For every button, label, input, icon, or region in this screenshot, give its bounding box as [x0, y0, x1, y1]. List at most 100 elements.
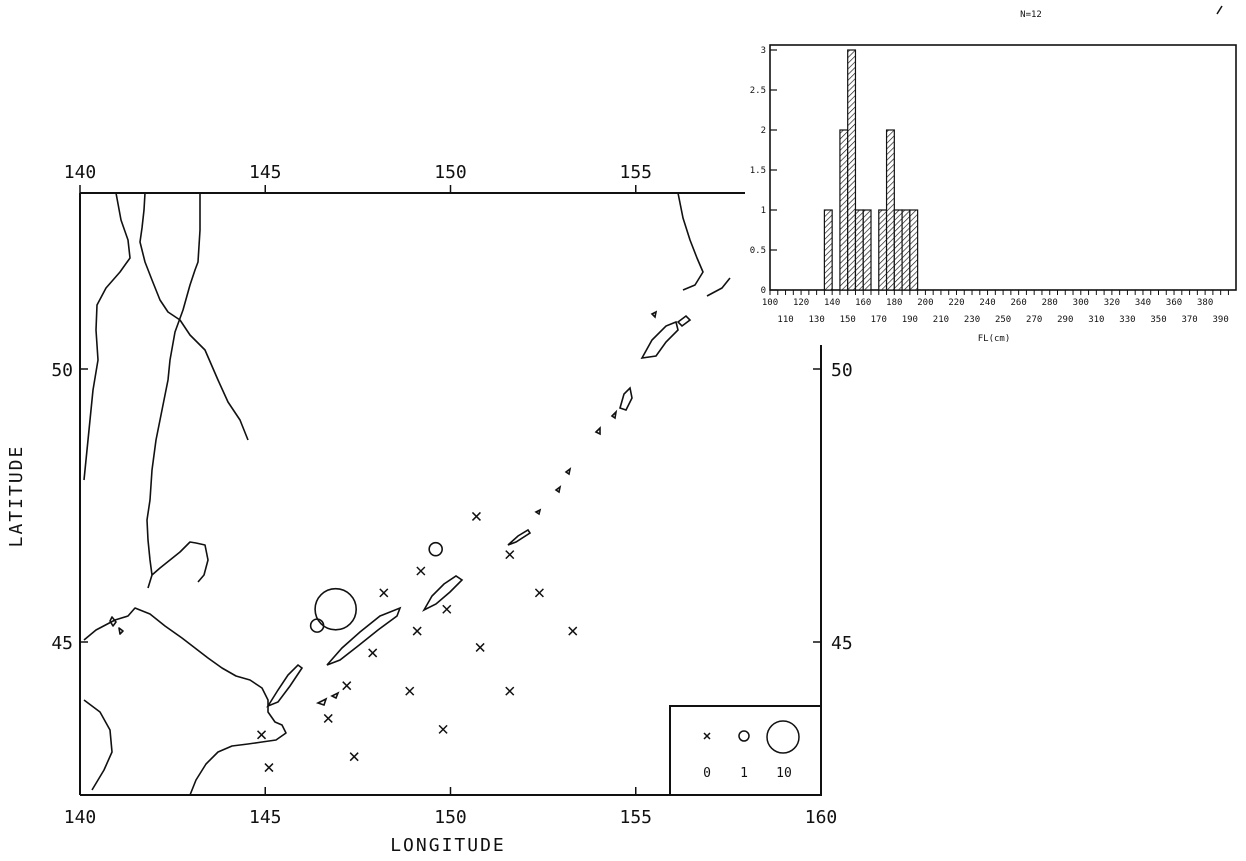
histogram-x-tick-label-lower: 290	[1057, 315, 1073, 325]
small-island-h	[650, 310, 658, 319]
histogram-x-tick-label-upper: 340	[1135, 298, 1151, 308]
simushir-island	[507, 528, 532, 546]
legend-label-0: 0	[703, 766, 711, 781]
station-zero-catch-marker	[412, 626, 422, 636]
histogram-bar	[885, 129, 895, 291]
station-zero-catch-marker	[323, 713, 333, 723]
shumshu-island	[676, 314, 692, 328]
legend-frame	[669, 705, 822, 796]
station-zero-catch-marker	[264, 763, 274, 773]
small-island-c	[534, 508, 542, 516]
rebun-island	[118, 627, 124, 635]
histogram-x-tick-label-lower: 150	[840, 315, 856, 325]
legend-symbol-small-circle	[738, 730, 750, 742]
histogram-x-tick-label-lower: 210	[933, 315, 949, 325]
legend-symbol-x	[703, 732, 711, 740]
map-marker-layer	[257, 511, 578, 773]
histogram-x-tick-label-lower: 370	[1181, 315, 1197, 325]
x-axis-title: LONGITUDE	[390, 835, 506, 856]
histogram-bar	[839, 129, 849, 291]
station-catch-1-marker	[309, 618, 325, 633]
station-zero-catch-marker	[342, 681, 352, 691]
x-tick-label-bottom: 150	[434, 807, 467, 828]
histogram-bar	[901, 209, 911, 291]
x-tick-label-bottom: 140	[64, 807, 97, 828]
station-zero-catch-marker	[438, 724, 448, 734]
paramushir-island	[640, 320, 679, 360]
map-legend: 0 1 10	[669, 705, 822, 796]
histogram-bar-layer	[823, 49, 919, 291]
y-tick-label-left: 50	[51, 360, 73, 381]
station-zero-catch-marker	[379, 588, 389, 598]
station-zero-catch-marker	[475, 642, 485, 652]
histogram-x-tick-label-upper: 100	[762, 298, 778, 308]
histogram-x-tick-label-lower: 390	[1213, 315, 1229, 325]
histogram-y-tick-label: 0.5	[750, 246, 766, 256]
histogram-x-tick-label-lower: 110	[777, 315, 793, 325]
station-zero-catch-marker	[416, 566, 426, 576]
y-tick-label-left: 45	[51, 633, 73, 654]
x-tick-label-top: 145	[249, 162, 282, 183]
histogram-title: N=12	[1020, 10, 1042, 20]
histogram-y-tick-label: 3	[761, 46, 766, 56]
iturup-island	[326, 606, 402, 666]
station-zero-catch-marker	[405, 686, 415, 696]
histogram-bar	[854, 209, 864, 291]
hokkaido-coastline	[83, 607, 287, 796]
histogram-bar	[862, 209, 872, 291]
histogram-x-tick-label-upper: 200	[917, 298, 933, 308]
small-island-d	[554, 485, 562, 494]
histogram-x-tick-label-upper: 300	[1073, 298, 1089, 308]
x-tick-label-bottom: 160	[805, 807, 838, 828]
histogram-x-tick-label-lower: 190	[902, 315, 918, 325]
onekotan-island	[619, 386, 633, 411]
station-zero-catch-marker	[505, 550, 515, 560]
histogram-x-tick-label-upper: 240	[979, 298, 995, 308]
histogram-y-tick-label: 0	[761, 286, 766, 296]
sakhalin-coastline	[83, 192, 249, 589]
small-island-e	[564, 467, 572, 476]
histogram-x-tick-label-upper: 260	[1011, 298, 1027, 308]
x-tick-label-top: 140	[64, 162, 97, 183]
histogram-x-tick-label-lower: 250	[995, 315, 1011, 325]
station-zero-catch-marker	[368, 648, 378, 658]
histogram-bar	[847, 49, 857, 291]
legend-label-10: 10	[776, 766, 792, 781]
station-zero-catch-marker	[257, 730, 267, 740]
histogram-x-tick-label-lower: 330	[1119, 315, 1135, 325]
small-island-f	[594, 426, 601, 436]
rishiri-island	[109, 616, 117, 627]
kamchatka-coastline	[677, 192, 731, 297]
station-catch-10-marker	[314, 587, 357, 631]
histogram-x-tick-label-lower: 270	[1026, 315, 1042, 325]
station-zero-catch-marker	[349, 752, 359, 762]
station-zero-catch-marker	[442, 604, 452, 614]
x-tick-label-top: 155	[619, 162, 652, 183]
legend-label-1: 1	[740, 766, 748, 781]
histogram-x-tick-label-upper: 160	[855, 298, 871, 308]
histogram-x-tick-label-lower: 230	[964, 315, 980, 325]
histogram-y-tick-label: 1	[761, 206, 766, 216]
y-tick-label-right: 45	[831, 633, 853, 654]
x-tick-label-bottom: 155	[619, 807, 652, 828]
histogram-x-tick-label-upper: 180	[886, 298, 902, 308]
histogram-x-tick-label-upper: 120	[793, 298, 809, 308]
histogram-x-tick-label-lower: 170	[871, 315, 887, 325]
histogram-bar	[878, 209, 888, 291]
coastline-layer	[83, 192, 731, 796]
histogram-x-tick-label-upper: 280	[1042, 298, 1058, 308]
histogram-x-axis-title: FL(cm)	[978, 334, 1011, 344]
small-island-g	[610, 409, 618, 420]
histogram-bar	[823, 209, 833, 291]
histogram-x-tick-label-upper: 220	[948, 298, 964, 308]
histogram-bar	[893, 209, 903, 291]
histogram-x-tick-label-lower: 350	[1150, 315, 1166, 325]
station-catch-1-marker	[428, 541, 443, 557]
y-axis-title: LATITUDE	[6, 445, 27, 548]
station-zero-catch-marker	[505, 686, 515, 696]
histogram-y-tick-label: 2	[761, 126, 766, 136]
map-tick-layer: 140 145 150 155 160 140 145 150 155 50 45 50 45	[51, 162, 852, 828]
legend-symbol-large-circle	[766, 720, 800, 754]
